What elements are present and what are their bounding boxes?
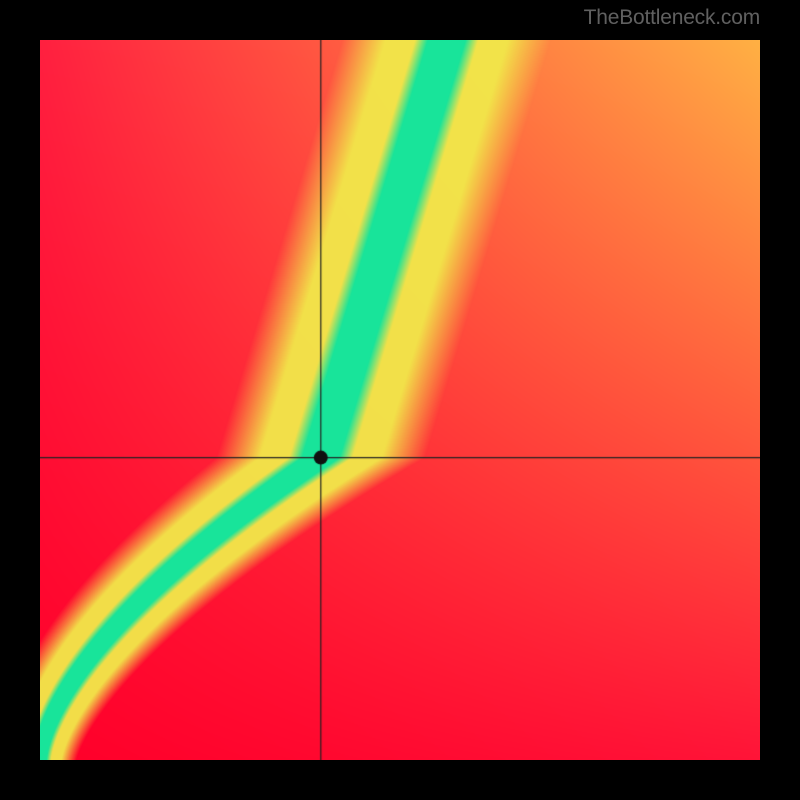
heatmap-canvas — [40, 40, 760, 760]
figure-outer: TheBottleneck.com — [0, 0, 800, 800]
watermark-text: TheBottleneck.com — [584, 6, 760, 30]
plot-area — [40, 40, 760, 760]
